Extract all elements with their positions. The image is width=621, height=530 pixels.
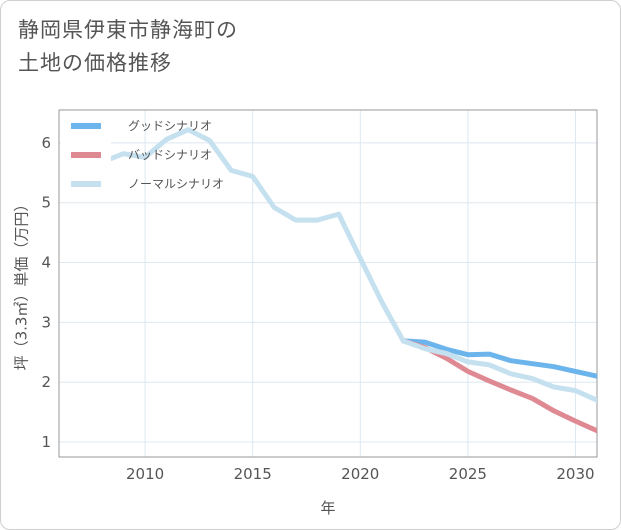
tick-labels: 2010 2015 2020 2025 2030 1 2 3 4 5 6 [41, 134, 594, 483]
x-tick-2020: 2020 [341, 465, 379, 483]
series-line-2 [99, 127, 597, 403]
title-line-1: 静岡県伊東市静海町の [18, 18, 238, 42]
series-line-0 [400, 338, 597, 379]
y-tick-5: 5 [41, 194, 51, 212]
plot-frame [58, 109, 598, 458]
y-tick-4: 4 [41, 254, 51, 272]
legend-label-0: グッドシナリオ [128, 119, 212, 133]
page-title: 静岡県伊東市静海町の 土地の価格推移 [18, 14, 238, 80]
series-lines [99, 127, 597, 434]
y-tick-1: 1 [41, 433, 51, 451]
series-line-1 [400, 338, 597, 434]
y-tick-3: 3 [41, 313, 51, 331]
title-line-2: 土地の価格推移 [18, 51, 172, 75]
legend-label-1: バッドシナリオ [128, 148, 212, 162]
x-tick-2015: 2015 [234, 465, 272, 483]
x-tick-2030: 2030 [556, 465, 594, 483]
y-tick-2: 2 [41, 373, 51, 391]
y-tick-6: 6 [41, 134, 51, 152]
grid-lines [59, 110, 597, 457]
legend-label-2: ノーマルシナリオ [128, 177, 224, 191]
x-tick-2010: 2010 [126, 465, 164, 483]
y-axis-title: 坪（3.3㎡）単価（万円） [13, 197, 31, 371]
x-tick-2025: 2025 [449, 465, 487, 483]
x-axis-title: 年 [320, 499, 335, 517]
